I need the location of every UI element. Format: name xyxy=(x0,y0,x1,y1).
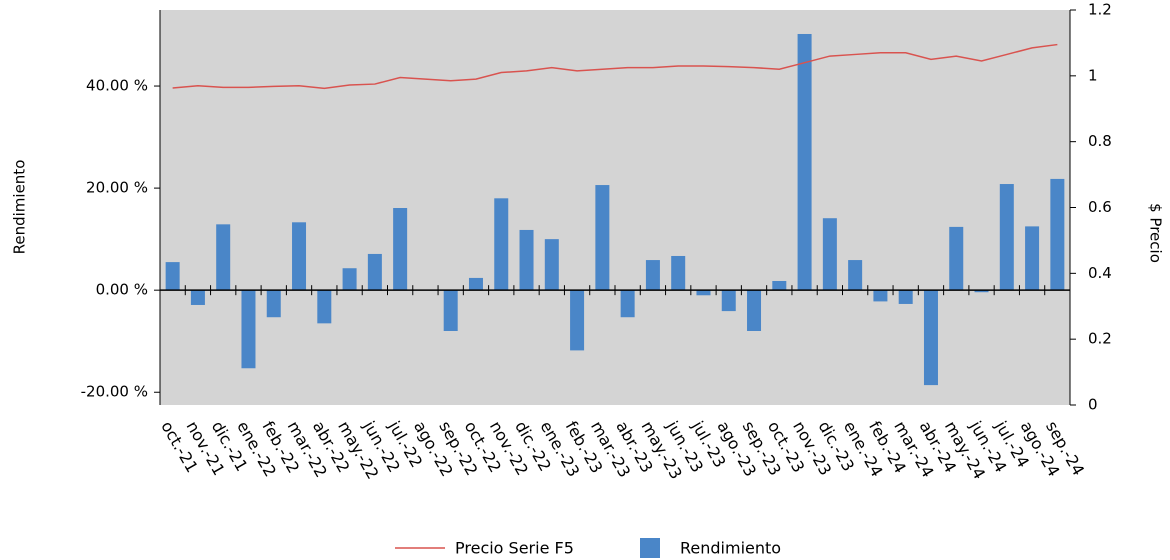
bar xyxy=(342,268,357,291)
y2-tick-label: 0.6 xyxy=(1088,198,1112,216)
bar xyxy=(468,277,483,291)
legend-swatch xyxy=(640,538,660,558)
bar xyxy=(898,290,913,304)
bar xyxy=(216,224,231,291)
bar xyxy=(923,290,938,386)
y2-tick-label: 0.8 xyxy=(1088,132,1112,150)
bar xyxy=(747,290,762,332)
bar xyxy=(671,255,686,291)
bar xyxy=(317,290,332,324)
y2-tick-label: 0.2 xyxy=(1088,330,1112,348)
y2-tick-label: 1 xyxy=(1088,66,1098,84)
legend-label: Precio Serie F5 xyxy=(455,539,574,558)
bar xyxy=(848,260,863,291)
bar xyxy=(999,184,1014,291)
bar xyxy=(292,222,307,291)
bar xyxy=(165,262,180,291)
bar xyxy=(620,290,635,318)
y2-tick-label: 0 xyxy=(1088,396,1098,414)
bar xyxy=(1025,226,1040,291)
bar xyxy=(645,260,660,291)
bar xyxy=(595,185,610,291)
bar xyxy=(519,229,534,291)
bar xyxy=(367,253,382,291)
y-axis-title: Rendimiento xyxy=(11,160,29,255)
y-tick-label: 40.00 % xyxy=(86,77,148,95)
bar xyxy=(797,33,812,291)
bar xyxy=(443,290,458,332)
bar xyxy=(873,290,888,302)
y-tick-label: 20.00 % xyxy=(86,179,148,197)
bar xyxy=(570,290,585,351)
bar xyxy=(266,290,281,318)
bar xyxy=(393,208,408,291)
bar xyxy=(544,239,559,291)
y2-tick-label: 0.4 xyxy=(1088,264,1112,282)
legend-label: Rendimiento xyxy=(680,539,781,558)
y-tick-label: -20.00 % xyxy=(81,383,148,401)
bar xyxy=(949,226,964,291)
bar xyxy=(772,280,787,291)
plot-area xyxy=(160,10,1070,405)
y-tick-label: 0.00 % xyxy=(96,281,148,299)
bar xyxy=(974,290,989,293)
bar xyxy=(721,290,736,312)
bar xyxy=(190,290,205,305)
bar xyxy=(1050,178,1065,291)
y2-tick-label: 1.2 xyxy=(1088,1,1112,19)
price-line xyxy=(172,43,1058,90)
bar xyxy=(494,198,509,291)
bar xyxy=(822,218,837,291)
bar xyxy=(696,290,711,296)
bar xyxy=(241,290,256,369)
y2-axis-title: $ Precio xyxy=(1147,203,1165,263)
